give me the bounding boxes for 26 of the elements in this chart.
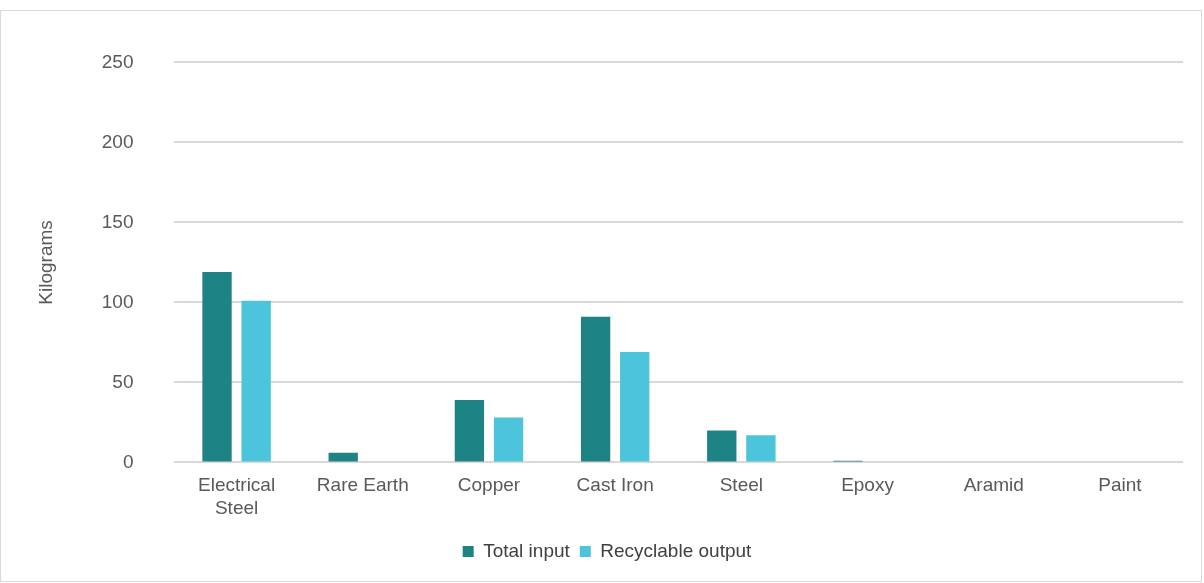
x-tick-label: Aramid <box>963 474 1024 496</box>
y-tick-label: 0 <box>122 450 134 472</box>
x-tick-label: Steel <box>719 474 763 496</box>
y-tick-label: 200 <box>101 130 134 152</box>
x-tick-label: Paint <box>1098 474 1143 496</box>
bar <box>493 417 524 462</box>
y-axis-title: Kilograms <box>34 220 56 305</box>
bar <box>328 452 358 462</box>
x-tick-label: Rare Earth <box>316 474 409 496</box>
bar <box>202 272 232 462</box>
bar <box>454 400 485 462</box>
y-tick-label: 150 <box>101 210 134 232</box>
x-tick-label: Cast Iron <box>576 474 654 496</box>
legend-label: Recyclable output <box>600 539 753 561</box>
x-tick-label: Epoxy <box>841 474 895 496</box>
x-tick-label: Electrical Steel <box>198 474 276 518</box>
x-tick-label: Copper <box>457 474 521 496</box>
bar <box>241 300 271 462</box>
y-tick-label: 250 <box>101 50 134 72</box>
bar <box>580 316 611 462</box>
bar <box>707 430 737 462</box>
y-tick-label: 100 <box>101 290 134 312</box>
bar <box>620 352 650 462</box>
y-tick-label: 50 <box>112 370 134 392</box>
bar <box>746 435 776 462</box>
legend-label: Total input <box>483 539 571 561</box>
